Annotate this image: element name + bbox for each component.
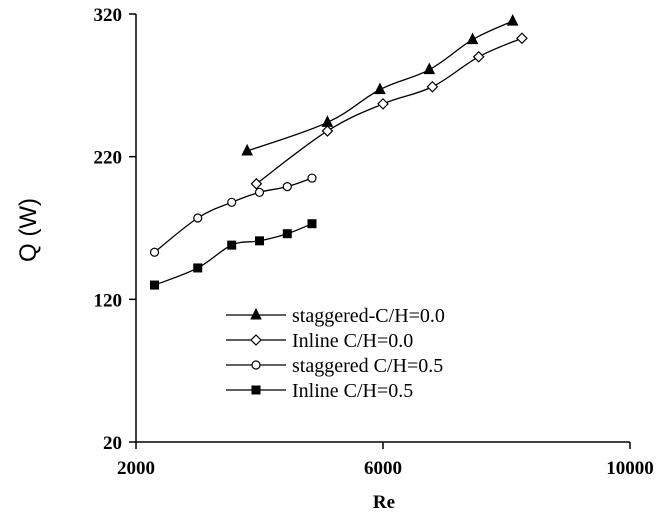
data-point <box>150 280 160 290</box>
data-point <box>321 125 334 137</box>
y-tick-label: 220 <box>94 148 123 169</box>
data-point <box>466 32 479 45</box>
data-point <box>282 229 292 239</box>
legend-label: staggered C/H=0.5 <box>292 355 443 377</box>
data-point <box>472 50 485 63</box>
y-tick-label: 320 <box>94 5 123 26</box>
axes <box>135 14 630 443</box>
data-point <box>307 219 317 229</box>
legend-label: Inline C/H=0.5 <box>292 380 413 402</box>
data-point <box>255 236 264 246</box>
data-point <box>516 32 528 45</box>
data-point <box>423 62 436 75</box>
legend-marker <box>250 334 262 346</box>
data-point <box>149 247 160 257</box>
legend-marker <box>251 360 261 370</box>
tick-group: 20 120 220 320 2000 6000 10000 <box>94 5 654 479</box>
data-point <box>307 173 317 183</box>
data-point <box>426 80 439 93</box>
legend: staggered-C/H=0.0 Inline C/H=0.0 staggered… <box>226 305 445 402</box>
legend-marker <box>250 307 262 320</box>
data-point <box>254 187 265 197</box>
series-2 <box>149 173 317 257</box>
x-axis-title: Re <box>373 492 395 513</box>
legend-item: Inline C/H=0.0 <box>226 330 413 352</box>
legend-item: staggered C/H=0.5 <box>226 355 443 377</box>
legend-item: Inline C/H=0.5 <box>226 380 413 402</box>
y-tick-label: 20 <box>103 433 122 454</box>
series-line <box>256 37 523 185</box>
legend-label: Inline C/H=0.0 <box>292 330 413 352</box>
data-point <box>241 143 253 156</box>
data-point <box>250 177 263 190</box>
data-point <box>374 82 386 95</box>
data-point <box>377 98 389 110</box>
legend-item: staggered-C/H=0.0 <box>226 305 445 327</box>
series-0 <box>241 14 519 156</box>
series-1 <box>250 32 528 190</box>
y-axis-title: Q (W) <box>15 198 42 262</box>
data-point <box>227 240 237 250</box>
legend-marker <box>251 385 261 395</box>
data-point <box>193 213 203 223</box>
series-group <box>149 14 528 290</box>
y-tick-label: 120 <box>94 290 123 311</box>
x-tick-label: 10000 <box>606 458 654 479</box>
x-tick-label: 2000 <box>117 458 155 479</box>
data-point <box>282 182 292 192</box>
x-tick-label: 6000 <box>364 458 402 479</box>
data-point <box>506 14 519 26</box>
data-point <box>227 197 237 207</box>
legend-label: staggered-C/H=0.0 <box>292 305 445 327</box>
data-point <box>193 263 203 273</box>
series-3 <box>150 219 317 290</box>
